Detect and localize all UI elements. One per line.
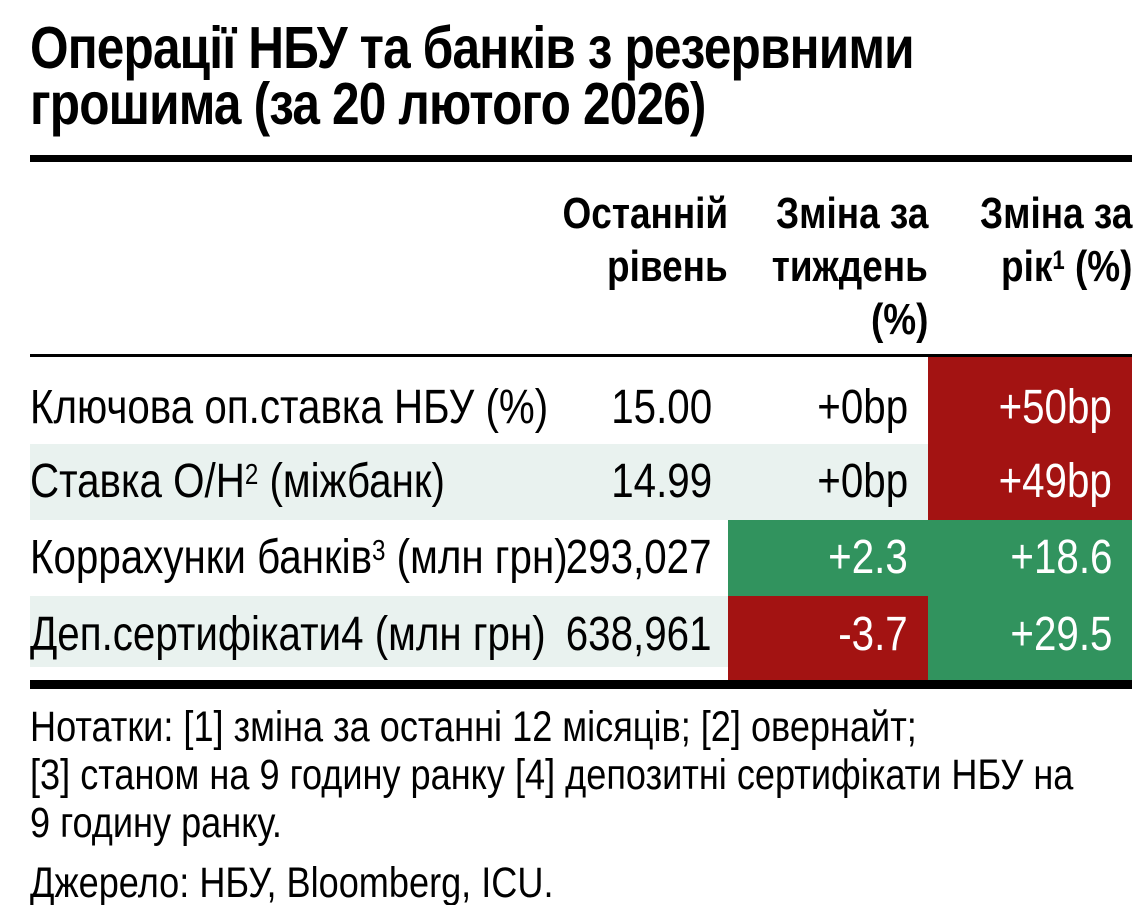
source-text: Джерело: НБУ, Bloomberg, ICU. bbox=[30, 859, 554, 905]
title-rule bbox=[30, 155, 1132, 162]
column-header-year-change: Зміна за рік1 (%) bbox=[979, 189, 1132, 291]
notes-line-1: Нотатки: [1] зміна за останні 12 місяців… bbox=[30, 703, 917, 751]
table-bottom-rule bbox=[30, 680, 1132, 689]
page-title: Операції НБУ та банків з резервними грош… bbox=[30, 15, 1132, 137]
year-change-cell: +50bp bbox=[928, 357, 1132, 444]
year-change-cell: +18.6 bbox=[928, 520, 1132, 596]
week-change-cell: +2.3 bbox=[728, 520, 928, 596]
notes-line-2: [3] станом на 9 годину ранку [4] депозит… bbox=[30, 751, 1074, 799]
last-level-value: 638,961 bbox=[528, 596, 728, 680]
footnote-marker: 2 bbox=[244, 459, 259, 492]
table-header-row: Останній рівень Зміна за тиждень (%) Змі… bbox=[30, 187, 1132, 346]
column-header-empty bbox=[30, 187, 528, 346]
row-label: Ставка О/Н2 (міжбанк) bbox=[30, 444, 528, 520]
last-level-value: 14.99 bbox=[528, 444, 728, 520]
notes-text: Нотатки: [1] зміна за останні 12 місяців… bbox=[30, 703, 1132, 847]
notes-line-3: 9 годину ранку. bbox=[30, 799, 282, 847]
year-change-cell: +29.5 bbox=[928, 596, 1132, 680]
table-row: Ставка О/Н2 (міжбанк) 14.99 +0bp +49bp bbox=[30, 444, 1132, 520]
page-title-line-2: грошима (за 20 лютого 2026) bbox=[30, 71, 706, 137]
row-label: Деп.сертифікати4 (млн грн) bbox=[30, 596, 546, 680]
week-change-cell: +0bp bbox=[728, 444, 928, 520]
table-row: Деп.сертифікати4 (млн грн) 638,961 -3.7 … bbox=[30, 596, 1132, 680]
last-level-value: 293,027 bbox=[566, 531, 712, 584]
header-rule bbox=[30, 354, 1132, 357]
week-change-cell: +0bp bbox=[817, 380, 908, 434]
table-row: Ключова оп.ставка НБУ (%) 15.00 +0bp +50… bbox=[30, 357, 1132, 444]
week-change-cell: -3.7 bbox=[728, 596, 928, 680]
footnote-marker: 1 bbox=[1051, 245, 1065, 276]
column-header-week-change: Зміна за тиждень (%) bbox=[771, 189, 928, 344]
row-label: Ключова оп.ставка НБУ (%) bbox=[30, 380, 549, 434]
table-row: Коррахунки банків3 (млн грн) 293,027 +2.… bbox=[30, 520, 1132, 596]
last-level-value: 15.00 bbox=[611, 380, 712, 434]
page-title-line-1: Операції НБУ та банків з резервними bbox=[30, 15, 915, 81]
column-header-last-level: Останній рівень bbox=[562, 189, 728, 291]
footnote-marker: 3 bbox=[372, 535, 386, 568]
row-label: Коррахунки банків3 (млн грн) bbox=[30, 531, 568, 584]
year-change-cell: +49bp bbox=[928, 444, 1132, 520]
